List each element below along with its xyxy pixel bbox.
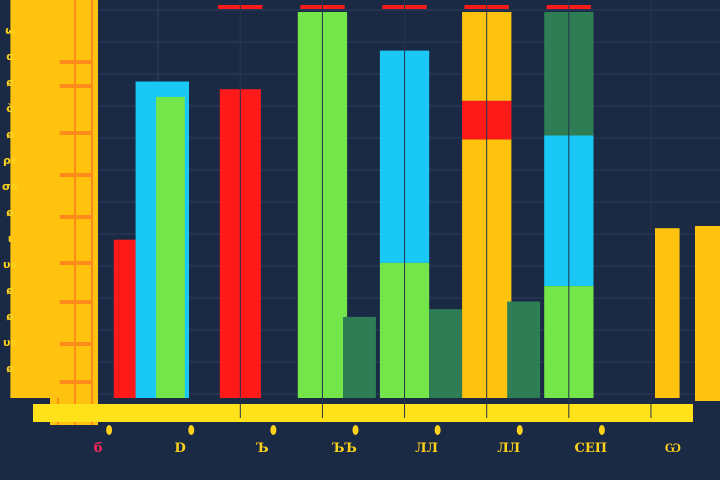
edge-bar: [695, 226, 720, 401]
x-axis-band: [33, 404, 693, 422]
y-tick-label: ò: [6, 102, 14, 115]
x-minor-mark: [188, 425, 195, 435]
bar-17: [655, 228, 680, 398]
y-tick-label: α: [6, 50, 14, 63]
x-minor-mark: [352, 425, 359, 435]
bar-13: [507, 301, 541, 398]
y-tick-label: ι: [8, 232, 12, 245]
x-tick-label: D: [175, 441, 186, 456]
y-tick-label: σα: [2, 180, 19, 193]
y-tick-label: υs: [3, 258, 17, 271]
x-tick-label: СЕП: [575, 441, 608, 456]
bar-3: [156, 96, 185, 399]
y-tick-label: ρε: [3, 154, 17, 167]
x-minor-mark: [598, 425, 605, 435]
bars: [10, 0, 680, 418]
y-tick-label: ω: [5, 24, 15, 37]
y-tick-label: υs: [3, 336, 17, 349]
y-tick-label: ø: [6, 206, 14, 219]
y-tick-label: ø: [6, 128, 14, 141]
bar-0: [10, 0, 60, 398]
x-minor-mark: [434, 425, 441, 435]
x-tick-label: Ъ: [256, 441, 268, 456]
x-tick-label: б: [94, 441, 103, 456]
x-tick-label: ЪЪ: [332, 441, 357, 456]
x-tick-label: ЛЛ: [497, 441, 520, 456]
bar-9: [429, 309, 463, 398]
x-tick-label: ЛЛ: [415, 441, 438, 456]
x-minor-mark: [516, 425, 523, 435]
y-tick-label: ø: [6, 310, 14, 323]
x-minor-mark: [270, 425, 277, 435]
y-tick-label: ø: [6, 362, 14, 375]
y-tick-label: ø: [6, 284, 14, 297]
x-minor-mark: [106, 425, 113, 435]
x-tick-labels: б D Ъ ЪЪ ЛЛ ЛЛ СЕП Ѡ: [94, 441, 681, 456]
x-tick-label: Ѡ: [665, 441, 681, 456]
bar-6: [343, 316, 376, 398]
y-tick-label: ø: [6, 76, 14, 89]
